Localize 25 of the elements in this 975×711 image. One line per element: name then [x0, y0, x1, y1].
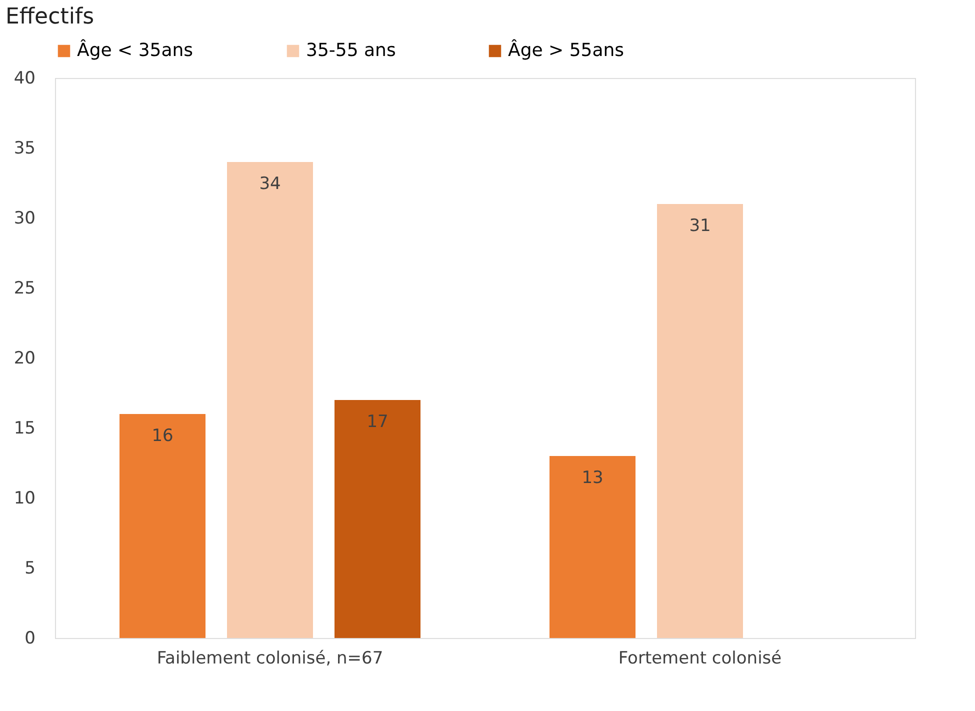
bar [120, 414, 206, 638]
y-tick-label: 10 [14, 488, 36, 508]
data-label: 16 [152, 426, 174, 446]
data-label: 31 [689, 216, 711, 236]
y-tick-label: 5 [24, 558, 36, 578]
y-tick-label: 35 [14, 138, 36, 158]
y-tick-label: 15 [14, 418, 36, 438]
y-tick-label: 40 [14, 68, 36, 88]
legend-label: Âge > 55ans [508, 39, 624, 61]
bar [227, 162, 313, 638]
x-tick-label: Fortement colonisé [618, 648, 782, 668]
y-tick-label: 20 [14, 348, 36, 368]
y-tick-label: 25 [14, 278, 36, 298]
legend-label: Âge < 35ans [77, 39, 194, 61]
data-label: 13 [582, 468, 604, 488]
data-label: 17 [366, 412, 388, 432]
legend-label: 35-55 ans [306, 40, 396, 61]
y-tick-label: 0 [24, 628, 36, 648]
bar [334, 400, 420, 638]
bar [550, 456, 636, 638]
y-axis-title: Effectifs [6, 4, 94, 30]
x-tick-label: Faiblement colonisé, n=67 [156, 648, 384, 668]
data-label: 34 [259, 174, 281, 194]
bar [657, 204, 743, 638]
y-tick-label: 30 [14, 208, 36, 228]
